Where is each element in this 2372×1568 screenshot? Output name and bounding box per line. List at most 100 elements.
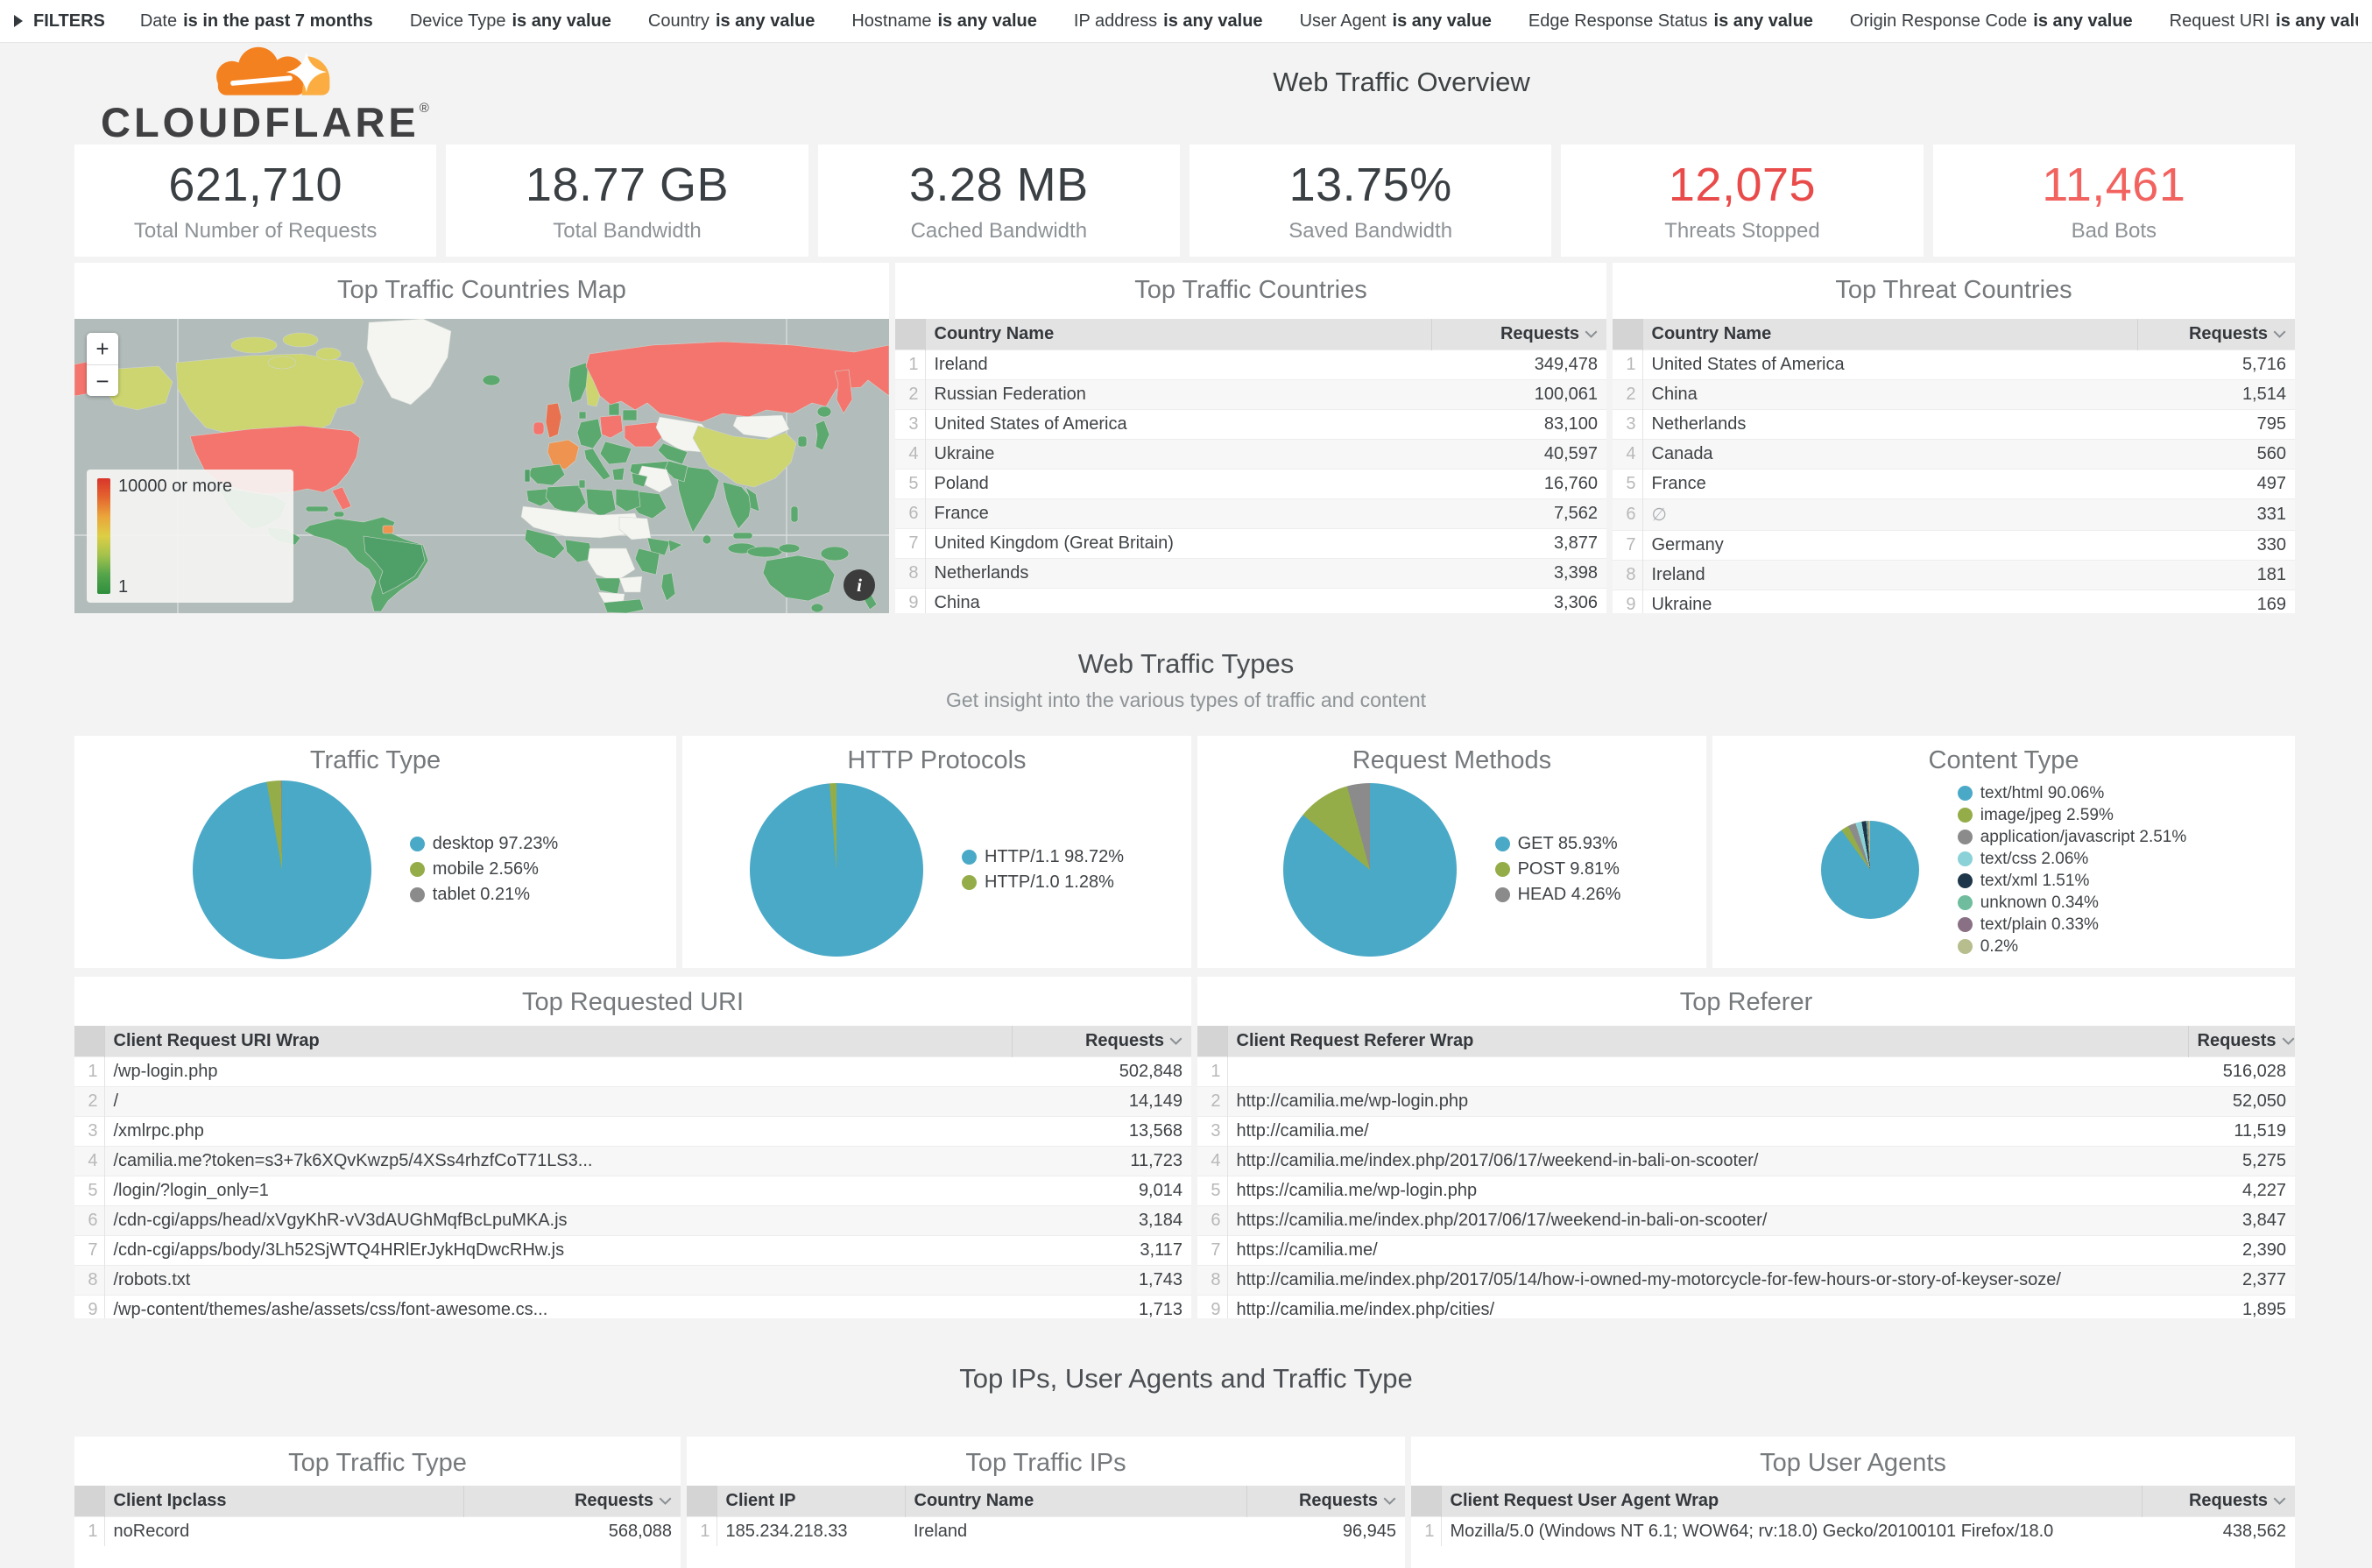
cell-value[interactable]: China [925, 588, 1431, 613]
column-header-client-request-referer-wrap[interactable]: Client Request Referer Wrap [1226, 1026, 2188, 1057]
cell-value[interactable]: Ireland [1642, 560, 2137, 590]
filter-user-agent[interactable]: User Agent is any value [1300, 11, 1492, 32]
cell-value[interactable]: Ireland [905, 1516, 1246, 1546]
filter-request-uri[interactable]: Request URI is any value [2170, 11, 2358, 32]
legend-item[interactable]: application/javascript 2.51% [1957, 826, 2186, 848]
cell-value[interactable]: France [925, 498, 1431, 529]
cell-value[interactable]: http://camilia.me/wp-login.php [1227, 1086, 2188, 1117]
cell-value[interactable]: / [104, 1086, 1012, 1117]
legend-item[interactable]: image/jpeg 2.59% [1957, 804, 2187, 826]
column-header-client-ip[interactable]: Client IP [716, 1486, 905, 1517]
column-header-requests[interactable]: Requests [1430, 319, 1606, 350]
cell-requests[interactable]: 7,562 [1431, 498, 1606, 529]
cell-requests[interactable]: 568,088 [463, 1516, 681, 1546]
http-protocols-pie[interactable] [750, 782, 924, 957]
cell-requests[interactable]: 11,519 [2188, 1116, 2295, 1147]
cell-requests[interactable]: 516,028 [2188, 1056, 2295, 1087]
cell-requests[interactable]: 438,562 [2142, 1516, 2295, 1546]
map-info-icon[interactable]: i [844, 569, 875, 601]
filter-ip-address[interactable]: IP address is any value [1074, 11, 1263, 32]
cell-value[interactable]: Ukraine [925, 439, 1431, 470]
cell-value[interactable]: Netherlands [1642, 409, 2137, 440]
cell-value[interactable]: /robots.txt [104, 1265, 1012, 1296]
column-header-country-name[interactable]: Country Name [924, 319, 1431, 350]
column-header-requests[interactable]: Requests [1011, 1026, 1191, 1057]
filter-date[interactable]: Date is in the past 7 months [140, 11, 373, 32]
column-header-requests[interactable]: Requests [1246, 1486, 1405, 1517]
filters-toggle[interactable]: FILTERS [14, 11, 105, 32]
legend-item[interactable]: text/css 2.06% [1957, 848, 2187, 870]
cell-requests[interactable]: 1,895 [2188, 1295, 2295, 1318]
column-header-country-name[interactable]: Country Name [904, 1486, 1246, 1517]
cell-value[interactable]: Netherlands [925, 558, 1431, 589]
cell-requests[interactable]: 795 [2137, 409, 2295, 440]
column-header-requests[interactable]: Requests [2141, 1486, 2295, 1517]
filter-country[interactable]: Country is any value [648, 11, 815, 32]
legend-item[interactable]: HTTP/1.1 98.72% [962, 844, 1124, 870]
cell-requests[interactable]: 5,275 [2188, 1146, 2295, 1176]
cell-requests[interactable]: 1,743 [1012, 1265, 1191, 1296]
cell-requests[interactable]: 331 [2137, 498, 2295, 531]
cell-value[interactable]: France [1642, 469, 2137, 499]
legend-item[interactable]: text/html 90.06% [1957, 782, 2187, 804]
countries[interactable] [74, 319, 889, 613]
cell-value[interactable]: http://camilia.me/index.php/2017/05/14/h… [1227, 1265, 2188, 1296]
cell-requests[interactable]: 560 [2137, 439, 2295, 470]
cell-value[interactable]: https://camilia.me/wp-login.php [1227, 1176, 2188, 1206]
legend-item[interactable]: text/xml 1.51% [1957, 870, 2187, 892]
cell-value[interactable]: 185.234.218.33 [717, 1516, 905, 1546]
cell-value[interactable]: /camilia.me?token=s3+7k6XQvKwzp5/4XSs4rh… [104, 1146, 1012, 1176]
column-header-client-request-uri-wrap[interactable]: Client Request URI Wrap [103, 1026, 1012, 1057]
cell-requests[interactable]: 9,014 [1012, 1176, 1191, 1206]
filter-hostname[interactable]: Hostname is any value [851, 11, 1037, 32]
cell-requests[interactable]: 2,390 [2188, 1235, 2295, 1266]
legend-item[interactable]: mobile 2.56% [409, 857, 558, 882]
legend-item[interactable]: HTTP/1.0 1.28% [962, 870, 1124, 895]
cell-requests[interactable]: 3,877 [1431, 528, 1606, 559]
cell-requests[interactable]: 2,377 [2188, 1265, 2295, 1296]
column-header-requests[interactable]: Requests [2187, 1026, 2295, 1057]
cell-value[interactable]: http://camilia.me/index.php/2017/06/17/w… [1227, 1146, 2188, 1176]
filter-device-type[interactable]: Device Type is any value [410, 11, 611, 32]
world-map[interactable]: + − 10000 or more 1 i [74, 319, 889, 613]
cell-requests[interactable]: 14,149 [1012, 1086, 1191, 1117]
legend-item[interactable]: unknown 0.34% [1957, 892, 2187, 914]
cell-requests[interactable]: 3,847 [2188, 1205, 2295, 1236]
cell-value[interactable]: /cdn-cgi/apps/head/xVgyKhR-vV3dAUGhMqfBc… [104, 1205, 1012, 1236]
filter-origin-response-code[interactable]: Origin Response Code is any value [1850, 11, 2133, 32]
cell-value[interactable]: ∅ [1642, 498, 2137, 531]
cell-requests[interactable]: 330 [2137, 530, 2295, 561]
filter-edge-response-status[interactable]: Edge Response Status is any value [1528, 11, 1813, 32]
cell-value[interactable]: China [1642, 379, 2137, 410]
cell-value[interactable]: /wp-login.php [104, 1056, 1012, 1087]
column-header-requests[interactable]: Requests [462, 1486, 681, 1517]
cell-value[interactable]: http://camilia.me/index.php/cities/ [1227, 1295, 2188, 1318]
cell-requests[interactable]: 4,227 [2188, 1176, 2295, 1206]
cell-value[interactable]: /xmlrpc.php [104, 1116, 1012, 1147]
cell-value[interactable]: United Kingdom (Great Britain) [925, 528, 1431, 559]
cell-requests[interactable]: 100,061 [1431, 379, 1606, 410]
cell-requests[interactable]: 497 [2137, 469, 2295, 499]
cell-requests[interactable]: 169 [2137, 590, 2295, 613]
content-type-pie[interactable] [1820, 820, 1919, 919]
legend-item[interactable]: text/plain 0.33% [1957, 914, 2187, 936]
legend-item[interactable]: HEAD 4.26% [1494, 882, 1620, 908]
legend-item[interactable]: tablet 0.21% [409, 882, 558, 908]
cell-requests[interactable]: 5,716 [2137, 350, 2295, 380]
cell-requests[interactable]: 3,117 [1012, 1235, 1191, 1266]
legend-item[interactable]: 0.2% [1957, 936, 2187, 957]
legend-item[interactable]: POST 9.81% [1494, 857, 1621, 882]
legend-item[interactable]: GET 85.93% [1494, 831, 1621, 857]
zoom-in-button[interactable]: + [87, 333, 118, 364]
cell-requests[interactable]: 502,848 [1012, 1056, 1191, 1087]
column-header-country-name[interactable]: Country Name [1641, 319, 2137, 350]
cell-value[interactable]: Ukraine [1642, 590, 2137, 613]
cell-requests[interactable]: 16,760 [1431, 469, 1606, 499]
cell-value[interactable]: Russian Federation [925, 379, 1431, 410]
cell-value[interactable]: https://camilia.me/ [1227, 1235, 2188, 1266]
cell-value[interactable]: noRecord [104, 1516, 463, 1546]
cell-requests[interactable]: 3,306 [1431, 588, 1606, 613]
cell-value[interactable]: United States of America [925, 409, 1431, 440]
cell-value[interactable]: Mozilla/5.0 (Windows NT 6.1; WOW64; rv:1… [1441, 1516, 2142, 1546]
cell-value[interactable] [1227, 1056, 2188, 1087]
